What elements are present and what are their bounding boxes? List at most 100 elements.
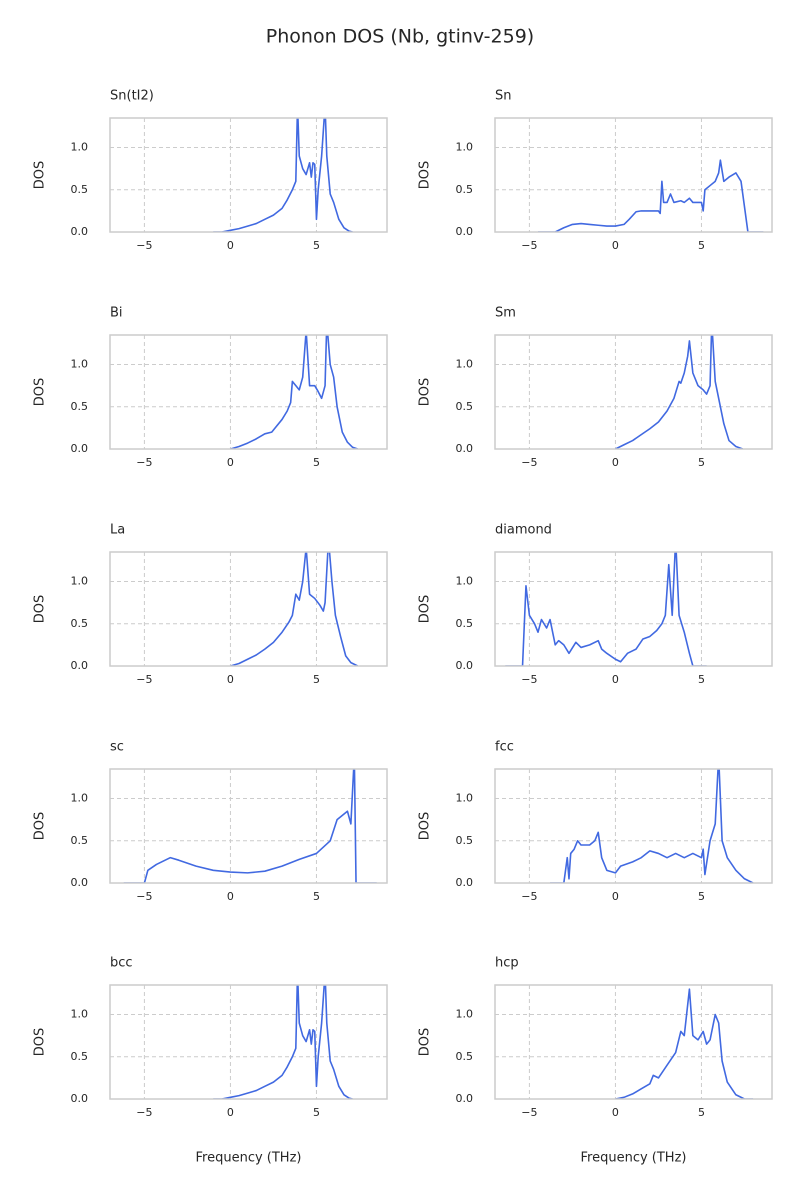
- y-tick-label: 0.5: [71, 1050, 89, 1063]
- y-tick-label: 0.5: [71, 400, 89, 413]
- y-tick-label: 1.0: [456, 575, 474, 588]
- x-tick-label: −5: [136, 239, 152, 252]
- x-tick-label: 0: [612, 890, 619, 903]
- subplot: −5 0 5 0.0 0.5 1.0 La DOS: [33, 523, 388, 686]
- y-tick-label: 0.0: [456, 225, 474, 238]
- dos-line: [123, 769, 377, 883]
- y-tick-label: 1.0: [456, 1008, 474, 1021]
- y-tick-label: 1.0: [456, 141, 474, 154]
- y-tick-label: 0.0: [71, 659, 89, 672]
- y-axis-label: DOS: [33, 812, 48, 841]
- x-axis-label: Frequency (THz): [581, 1151, 687, 1166]
- y-tick-label: 1.0: [456, 792, 474, 805]
- axes-frame: [109, 334, 388, 450]
- figure-title: Phonon DOS (Nb, gtinv-259): [266, 26, 534, 48]
- subplot-title: La: [110, 523, 125, 538]
- axes-frame: [494, 117, 773, 233]
- subplot-title: bcc: [110, 956, 133, 971]
- subplot-title: fcc: [495, 740, 514, 755]
- subplot-title: Sn(tI2): [110, 89, 154, 104]
- y-tick-label: 0.0: [456, 659, 474, 672]
- x-tick-label: 5: [698, 239, 705, 252]
- subplot: −5 0 5 0.0 0.5 1.0 Sn(tI2) DOS: [33, 89, 388, 252]
- y-tick-label: 1.0: [71, 575, 89, 588]
- x-tick-label: −5: [521, 456, 537, 469]
- y-tick-label: 0.0: [71, 876, 89, 889]
- subplot: −5 0 5 0.0 0.5 1.0 fcc DOS: [418, 740, 773, 903]
- subplot-title: Sm: [495, 306, 516, 321]
- axes-frame: [109, 768, 388, 884]
- axes-frame: [494, 768, 773, 884]
- x-tick-label: 5: [313, 1106, 320, 1119]
- x-tick-label: −5: [521, 890, 537, 903]
- x-tick-label: −5: [521, 673, 537, 686]
- y-axis-label: DOS: [33, 595, 48, 624]
- subplot-title: Bi: [110, 306, 123, 321]
- y-axis-label: DOS: [418, 812, 433, 841]
- y-tick-label: 1.0: [71, 358, 89, 371]
- y-tick-label: 0.0: [456, 442, 474, 455]
- dos-line: [230, 552, 359, 666]
- x-tick-label: 0: [227, 456, 234, 469]
- x-tick-label: 0: [612, 1106, 619, 1119]
- dos-line: [213, 118, 353, 232]
- axes-frame: [109, 117, 388, 233]
- dos-line: [538, 159, 764, 232]
- x-tick-label: −5: [136, 456, 152, 469]
- y-tick-label: 0.5: [456, 400, 474, 413]
- x-tick-label: 5: [698, 1106, 705, 1119]
- y-tick-label: 0.5: [456, 617, 474, 630]
- x-tick-label: 5: [698, 890, 705, 903]
- y-tick-label: 0.0: [456, 876, 474, 889]
- y-tick-label: 0.0: [456, 1092, 474, 1105]
- y-tick-label: 1.0: [456, 358, 474, 371]
- x-tick-label: 5: [313, 890, 320, 903]
- x-axis-label: Frequency (THz): [196, 1151, 302, 1166]
- x-tick-label: 0: [227, 239, 234, 252]
- y-tick-label: 1.0: [71, 1008, 89, 1021]
- x-tick-label: 5: [313, 456, 320, 469]
- y-tick-label: 0.0: [71, 225, 89, 238]
- axes-frame: [494, 984, 773, 1100]
- subplot: −5 0 5 0.0 0.5 1.0 hcp DOS Frequency (THz): [418, 956, 773, 1166]
- x-tick-label: 0: [227, 673, 234, 686]
- subplot: −5 0 5 0.0 0.5 1.0 Sm DOS: [418, 306, 773, 469]
- y-tick-label: 0.5: [71, 617, 89, 630]
- subplot: −5 0 5 0.0 0.5 1.0 diamond DOS: [418, 523, 773, 686]
- x-tick-label: −5: [136, 673, 152, 686]
- subplot: −5 0 5 0.0 0.5 1.0 Sn DOS: [418, 89, 773, 252]
- y-tick-label: 1.0: [71, 792, 89, 805]
- x-tick-label: −5: [136, 1106, 152, 1119]
- subplot-title: diamond: [495, 523, 552, 538]
- x-tick-label: −5: [136, 890, 152, 903]
- subplot-title: Sn: [495, 89, 512, 104]
- x-tick-label: 0: [612, 673, 619, 686]
- y-tick-label: 1.0: [71, 141, 89, 154]
- x-tick-label: 0: [227, 890, 234, 903]
- y-axis-label: DOS: [418, 1028, 433, 1057]
- dos-line: [550, 769, 754, 883]
- x-tick-label: 5: [313, 239, 320, 252]
- x-tick-label: 0: [612, 456, 619, 469]
- y-tick-label: 0.0: [71, 442, 89, 455]
- x-tick-label: 5: [313, 673, 320, 686]
- axes-frame: [109, 984, 388, 1100]
- axes-frame: [494, 334, 773, 450]
- x-tick-label: −5: [521, 239, 537, 252]
- y-axis-label: DOS: [418, 161, 433, 190]
- axes-frame: [109, 551, 388, 667]
- axes-frame: [494, 551, 773, 667]
- x-tick-label: 5: [698, 456, 705, 469]
- dos-line: [615, 988, 754, 1099]
- y-axis-label: DOS: [418, 378, 433, 407]
- x-tick-label: 0: [612, 239, 619, 252]
- y-tick-label: 0.5: [71, 834, 89, 847]
- x-tick-label: −5: [521, 1106, 537, 1119]
- subplot-title: hcp: [495, 956, 519, 971]
- subplot: −5 0 5 0.0 0.5 1.0 sc DOS: [33, 740, 388, 903]
- dos-line: [230, 335, 358, 449]
- x-tick-label: 5: [698, 673, 705, 686]
- y-tick-label: 0.5: [71, 183, 89, 196]
- subplot: −5 0 5 0.0 0.5 1.0 Bi DOS: [33, 306, 388, 469]
